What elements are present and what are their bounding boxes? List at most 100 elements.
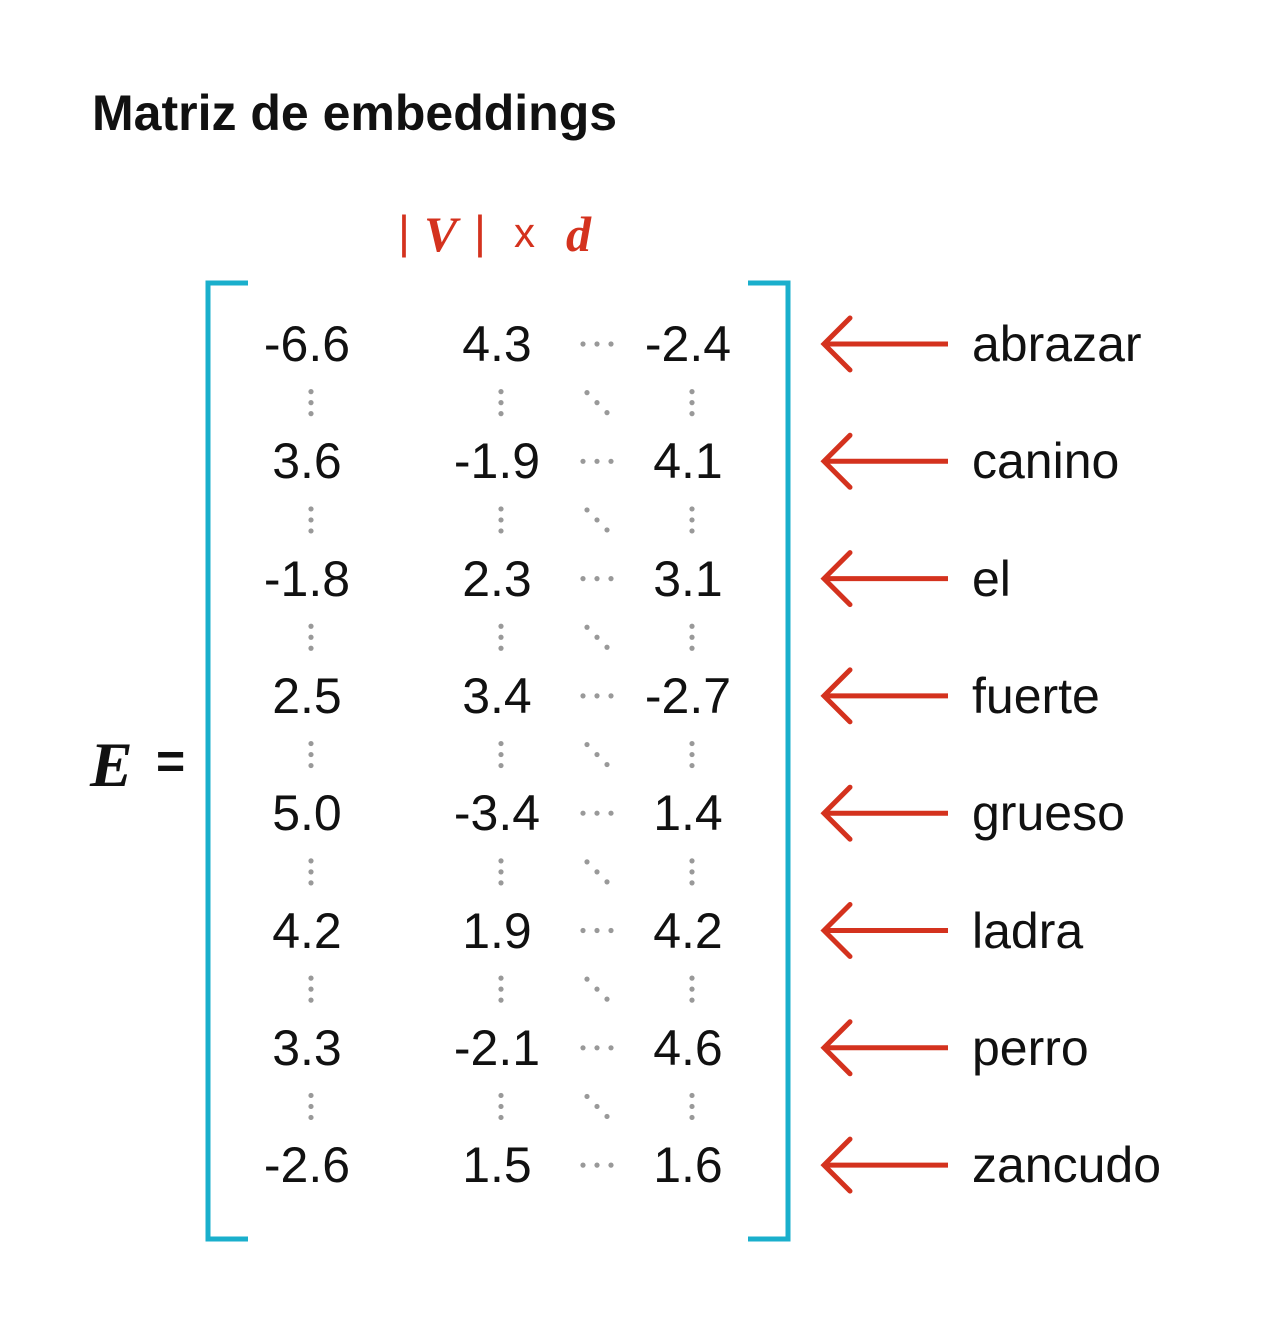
vertical-ellipsis-dot — [689, 975, 695, 981]
vertical-ellipsis-dot — [308, 528, 314, 534]
vertical-ellipsis-dot — [498, 1103, 504, 1110]
vertical-ellipsis-dot — [498, 1092, 504, 1099]
vertical-ellipsis-dot — [498, 645, 504, 651]
vertical-ellipsis-dot — [308, 411, 314, 417]
matrix-cell: -6.6 — [263, 316, 351, 372]
horizontal-ellipsis-dot — [594, 576, 600, 582]
vertical-ellipsis-dot — [308, 645, 314, 651]
horizontal-ellipsis-dot — [580, 341, 586, 347]
vertical-ellipsis-dot — [308, 506, 314, 512]
horizontal-ellipsis-dot — [594, 693, 600, 699]
vertical-ellipsis-dot — [498, 975, 504, 981]
diagonal-ellipsis-dot — [584, 390, 590, 396]
equals-sign: = — [156, 733, 186, 789]
vertical-ellipsis-dot — [689, 645, 695, 651]
matrix-cell: 1.9 — [462, 902, 532, 959]
vertical-ellipsis-dot — [498, 997, 504, 1003]
vertical-ellipsis-dot — [689, 389, 695, 395]
vertical-ellipsis-dot — [689, 411, 695, 417]
horizontal-ellipsis-dot — [608, 927, 614, 934]
matrix-cell: 4.2 — [272, 902, 342, 959]
vertical-ellipsis-dot — [308, 997, 314, 1003]
horizontal-ellipsis-dot — [594, 1162, 600, 1168]
vertical-ellipsis-dot — [689, 740, 695, 747]
horizontal-ellipsis-dot — [608, 458, 614, 464]
word-label: grueso — [972, 785, 1125, 842]
vertical-ellipsis-dot — [689, 880, 695, 886]
horizontal-ellipsis-dot — [580, 693, 586, 699]
vertical-ellipsis-dot — [498, 762, 504, 769]
vertical-ellipsis-dot — [498, 517, 504, 523]
vertical-ellipsis-dot — [689, 1092, 695, 1099]
vertical-ellipsis-dot — [308, 740, 314, 747]
vertical-ellipsis-dot — [308, 389, 314, 395]
dim-vocab-symbol: V — [424, 206, 458, 262]
diagonal-ellipsis-dot — [604, 761, 610, 768]
diagonal-ellipsis-dot — [604, 410, 610, 416]
matrix-cell: 2.3 — [462, 550, 532, 607]
matrix-cell: -2.7 — [644, 667, 732, 724]
word-label: canino — [972, 433, 1120, 490]
vertical-ellipsis-dot — [689, 858, 695, 864]
vertical-ellipsis-dot — [308, 751, 314, 758]
vertical-ellipsis-dot — [308, 1103, 314, 1110]
vertical-ellipsis-dot — [498, 740, 504, 747]
vertical-ellipsis-dot — [308, 517, 314, 523]
diagonal-ellipsis-dot — [584, 507, 590, 513]
matrix-cell: -3.4 — [453, 785, 541, 842]
vertical-ellipsis-dot — [689, 762, 695, 769]
matrix-cell: 1.6 — [653, 1137, 723, 1194]
vertical-ellipsis-dot — [498, 751, 504, 758]
vertical-ellipsis-dot — [308, 1092, 314, 1099]
matrix-cell: 4.6 — [653, 1019, 723, 1076]
diagonal-ellipsis-dot — [584, 1093, 590, 1100]
diagonal-ellipsis-dot — [594, 634, 600, 640]
matrix-cell: 3.3 — [272, 1019, 342, 1076]
matrix-cell: 3.1 — [653, 550, 723, 607]
vertical-ellipsis-dot — [689, 869, 695, 875]
vertical-ellipsis-dot — [308, 634, 314, 640]
vertical-ellipsis-dot — [498, 869, 504, 875]
matrix-cell: 3.4 — [462, 667, 532, 724]
diagonal-ellipsis-dot — [594, 986, 600, 992]
word-label: fuerte — [972, 667, 1100, 724]
matrix-cell: -1.9 — [453, 433, 541, 490]
matrix-cell: 4.1 — [653, 433, 723, 490]
vertical-ellipsis-dot — [498, 623, 504, 629]
horizontal-ellipsis-dot — [580, 1162, 586, 1168]
word-label: ladra — [972, 902, 1084, 959]
matrix-cell: 4.2 — [653, 902, 723, 959]
vertical-ellipsis-dot — [308, 975, 314, 981]
vertical-ellipsis-dot — [498, 400, 504, 406]
diagonal-ellipsis-dot — [584, 624, 590, 630]
horizontal-ellipsis-dot — [580, 458, 586, 464]
horizontal-ellipsis-dot — [608, 810, 614, 816]
vertical-ellipsis-dot — [498, 986, 504, 992]
vertical-ellipsis-dot — [498, 528, 504, 534]
matrix-cell: 5.0 — [272, 785, 342, 842]
word-label: el — [972, 550, 1011, 607]
matrix-cell: 1.5 — [462, 1137, 532, 1194]
vertical-ellipsis-dot — [689, 997, 695, 1003]
arrow-head — [820, 432, 853, 490]
diagonal-ellipsis-dot — [594, 517, 600, 523]
vertical-ellipsis-dot — [689, 986, 695, 992]
matrix-cell: 3.6 — [272, 433, 342, 490]
diagonal-ellipsis-dot — [584, 976, 590, 982]
diagonal-ellipsis-dot — [604, 996, 610, 1002]
vertical-ellipsis-dot — [689, 517, 695, 523]
vertical-ellipsis-dot — [308, 869, 314, 875]
vertical-ellipsis-dot — [498, 411, 504, 417]
word-label: perro — [972, 1019, 1089, 1076]
vertical-ellipsis-dot — [308, 623, 314, 629]
word-label: abrazar — [972, 316, 1142, 372]
horizontal-ellipsis-dot — [594, 810, 600, 816]
left-bracket — [205, 280, 248, 1242]
vertical-ellipsis-dot — [308, 858, 314, 864]
arrow-head — [820, 550, 853, 608]
arrow-head — [820, 1136, 853, 1194]
word-label: zancudo — [972, 1137, 1162, 1194]
arrow-head — [820, 667, 853, 725]
horizontal-ellipsis-dot — [580, 1045, 586, 1051]
